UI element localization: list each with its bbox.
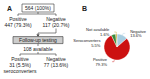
svg-text:117 (20.7%): 117 (20.7%) xyxy=(43,22,70,28)
svg-text:B: B xyxy=(82,5,87,12)
svg-text:Negative: Negative xyxy=(46,56,66,62)
svg-text:5.5%: 5.5% xyxy=(91,43,101,48)
svg-text:13.6%: 13.6% xyxy=(130,33,142,38)
svg-text:Not available: Not available xyxy=(86,27,110,33)
svg-text:Positive: Positive xyxy=(9,16,27,22)
svg-text:1.6%: 1.6% xyxy=(100,32,110,37)
svg-text:Follow-up testing: Follow-up testing xyxy=(19,37,57,43)
svg-text:A: A xyxy=(7,5,12,12)
svg-text:564 (100%): 564 (100%) xyxy=(25,5,51,11)
svg-text:77 (13.6%): 77 (13.6%) xyxy=(44,62,69,68)
svg-text:79.3%: 79.3% xyxy=(96,61,108,66)
svg-text:Positive: Positive xyxy=(11,56,29,62)
svg-text:Negative: Negative xyxy=(130,28,146,34)
svg-text:31 (5.5%): 31 (5.5%) xyxy=(9,62,31,68)
svg-text:Negative: Negative xyxy=(46,16,66,22)
svg-text:seroconverters: seroconverters xyxy=(3,68,37,74)
svg-text:Seroconverters: Seroconverters xyxy=(73,38,101,44)
svg-text:447 (79.3%): 447 (79.3%) xyxy=(4,22,32,28)
svg-text:Positive: Positive xyxy=(92,56,107,62)
svg-text:108 available: 108 available xyxy=(23,46,53,52)
